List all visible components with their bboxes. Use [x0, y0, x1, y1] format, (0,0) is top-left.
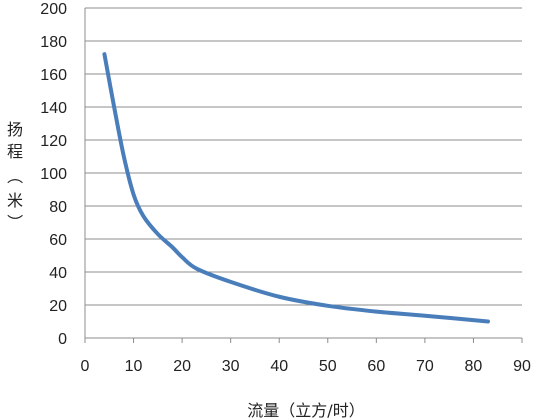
x-tick-label: 10	[125, 358, 143, 375]
x-tick-label: 40	[270, 358, 288, 375]
y-tick-label: 140	[40, 100, 67, 117]
x-tick-label: 30	[222, 358, 240, 375]
y-tick-label: 160	[40, 67, 67, 84]
y-tick-labels: 0 20 40 60 80 100 120 140 160 180 200	[40, 1, 67, 348]
y-tick-label: 80	[49, 199, 67, 216]
y-tick-label: 120	[40, 133, 67, 150]
x-axis-title: 流量（立方/时）	[247, 401, 364, 418]
series-layer	[102, 52, 491, 324]
y-axis-title-char: ）	[5, 214, 24, 230]
gridlines	[85, 7, 522, 306]
x-tick-label: 20	[173, 358, 191, 375]
x-tick-label: 60	[367, 358, 385, 375]
x-tick-labels: 0 10 20 30 40 50 60 70 80 90	[81, 358, 531, 375]
y-tick-label: 0	[58, 331, 67, 348]
x-tick-label: 90	[513, 358, 531, 375]
y-tick-label: 20	[49, 298, 67, 315]
y-axis-title-char: 扬	[7, 120, 23, 139]
y-axis-title-char: 程	[7, 142, 23, 161]
y-axis-title-char: （	[5, 168, 24, 184]
y-axis-title: 扬程 （ 米 ）	[5, 120, 24, 230]
y-tick-label: 200	[40, 1, 67, 18]
y-tick-label: 100	[40, 166, 67, 183]
y-tick-label: 60	[49, 232, 67, 249]
y-tick-label: 40	[49, 265, 67, 282]
y-tick-label: 180	[40, 34, 67, 51]
x-tick-label: 80	[465, 358, 483, 375]
x-tick-label: 0	[81, 358, 90, 375]
series-line	[102, 52, 491, 324]
y-axis-title-char: 米	[7, 191, 23, 210]
x-tick-label: 70	[416, 358, 434, 375]
axes	[84, 8, 523, 343]
x-tick-label: 50	[319, 358, 337, 375]
